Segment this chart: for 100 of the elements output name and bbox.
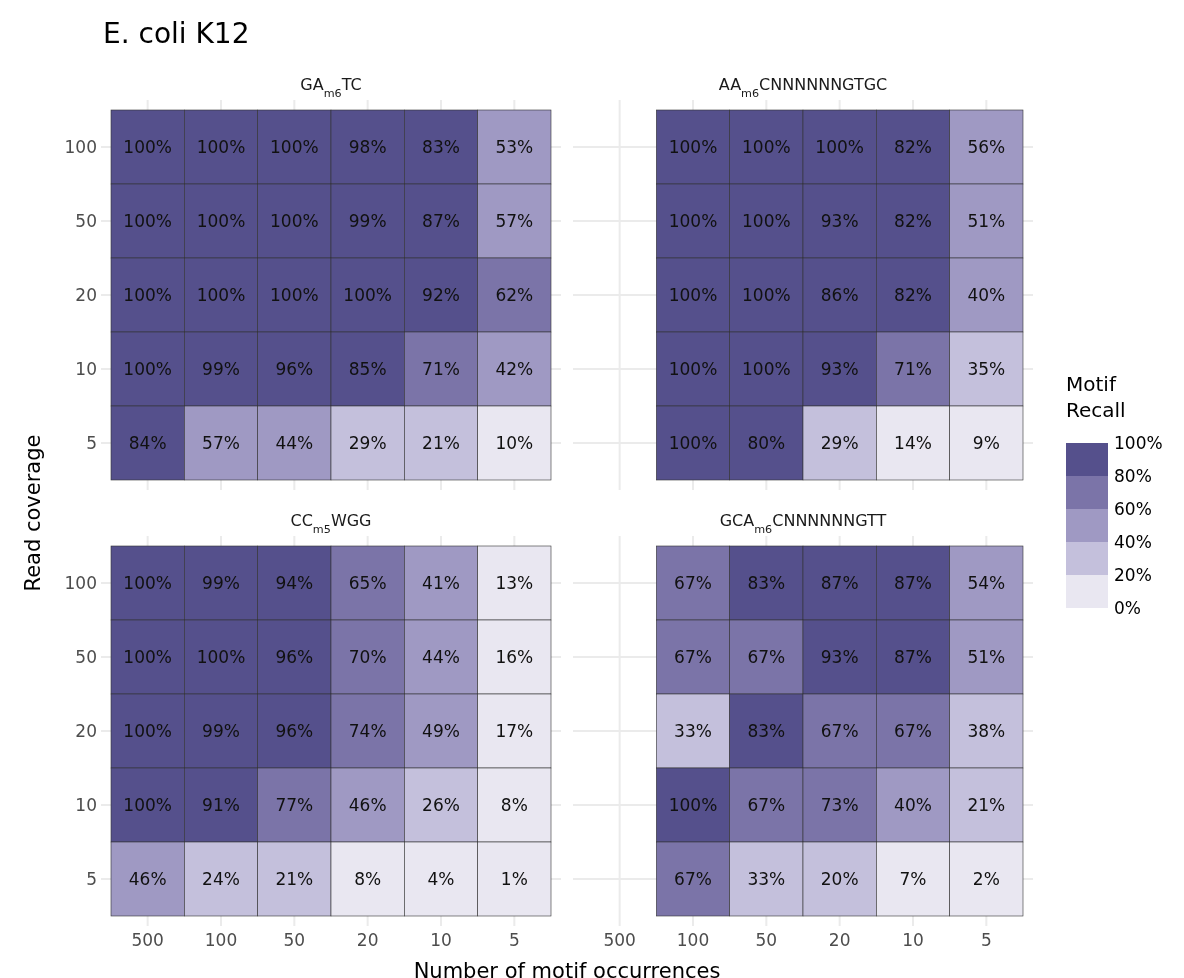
y-tick-label: 5 (86, 432, 97, 453)
data-label: 38% (967, 720, 1006, 741)
x-tick-label: 50 (755, 930, 778, 950)
color-bar-label: 0% (1114, 597, 1141, 618)
data-label: 99% (348, 210, 387, 231)
chart-subtitle: CC$_{m5}$WGG (290, 511, 372, 536)
data-label: 73% (820, 794, 859, 815)
data-label: 100% (668, 136, 718, 157)
data-label: 40% (967, 284, 1006, 305)
chart-subtitle: GCA$_{m6}$CNNNNNNGTT (719, 511, 887, 536)
y-tick-label: 5 (86, 868, 97, 889)
data-label: 87% (894, 646, 932, 667)
data-label: 100% (123, 794, 172, 815)
color-bar-label: 20% (1114, 564, 1152, 585)
data-label: 87% (820, 572, 859, 593)
color-bar-label: 60% (1114, 498, 1152, 519)
data-label: 99% (202, 358, 240, 379)
data-label: 100% (270, 210, 319, 231)
data-label: 98% (348, 136, 387, 157)
data-label: 100% (123, 572, 172, 593)
data-label: 13% (495, 572, 534, 593)
data-label: 100% (343, 284, 392, 305)
data-label: 2% (972, 868, 1000, 889)
data-label: 1% (500, 868, 528, 889)
data-label: 100% (123, 136, 172, 157)
data-label: 74% (348, 720, 387, 741)
data-label: 83% (747, 572, 786, 593)
data-label: 86% (820, 284, 859, 305)
x-tick-label: 5 (980, 930, 992, 950)
data-label: 84% (128, 432, 167, 453)
data-label: 7% (899, 868, 927, 889)
y-tick-label: 100 (64, 136, 97, 157)
data-label: 26% (422, 794, 460, 815)
data-label: 100% (196, 136, 246, 157)
data-label: 14% (894, 432, 932, 453)
data-label: 46% (348, 794, 387, 815)
data-label: 29% (820, 432, 859, 453)
x-tick-label: 500 (131, 930, 164, 950)
data-label: 87% (894, 572, 932, 593)
data-label: 42% (495, 358, 534, 379)
color-bar-label: 40% (1114, 531, 1152, 552)
data-label: 96% (275, 646, 314, 667)
data-label: 33% (747, 868, 786, 889)
data-label: 51% (967, 646, 1006, 667)
data-label: 100% (123, 646, 172, 667)
chart-subtitle: AA$_{m6}$CNNNNNNGTGC (718, 75, 888, 100)
data-label: 41% (422, 572, 460, 593)
data-label: 100% (270, 136, 319, 157)
data-label: 57% (202, 432, 240, 453)
x-tick-label: 20 (356, 930, 379, 950)
data-label: 65% (348, 572, 387, 593)
data-label: 82% (894, 284, 932, 305)
data-label: 94% (275, 572, 314, 593)
data-label: 67% (747, 794, 786, 815)
data-label: 100% (123, 210, 172, 231)
chart-title: E. coli K12 (103, 17, 250, 50)
color-bar-title: Motif Recall (1066, 372, 1126, 422)
data-label: 85% (348, 358, 387, 379)
x-tick-label: 500 (603, 930, 636, 950)
x-tick-label: 10 (902, 930, 924, 950)
data-label: 8% (354, 868, 382, 889)
data-label: 21% (422, 432, 460, 453)
data-label: 100% (668, 794, 718, 815)
data-label: 91% (202, 794, 240, 815)
data-label: 100% (270, 284, 319, 305)
data-label: 24% (202, 868, 240, 889)
data-label: 56% (967, 136, 1006, 157)
data-label: 96% (275, 358, 314, 379)
data-label: 4% (427, 868, 455, 889)
data-label: 100% (668, 284, 718, 305)
data-label: 100% (742, 136, 791, 157)
x-tick-label: 100 (204, 930, 238, 950)
data-label: 71% (894, 358, 932, 379)
data-label: 16% (495, 646, 534, 667)
data-label: 80% (747, 432, 786, 453)
data-label: 92% (422, 284, 460, 305)
data-label: 67% (820, 720, 859, 741)
x-tick-label: 5 (508, 930, 520, 950)
y-tick-label: 100 (64, 572, 97, 593)
data-label: 100% (668, 210, 718, 231)
data-label: 29% (348, 432, 387, 453)
data-label: 44% (422, 646, 460, 667)
data-label: 100% (815, 136, 864, 157)
data-label: 67% (747, 646, 786, 667)
data-label: 83% (422, 136, 460, 157)
data-label: 100% (196, 284, 246, 305)
data-label: 57% (495, 210, 534, 231)
y-tick-label: 10 (75, 358, 97, 379)
data-label: 35% (967, 358, 1006, 379)
data-label: 67% (674, 572, 712, 593)
data-label: 99% (202, 720, 240, 741)
data-label: 44% (275, 432, 314, 453)
data-label: 17% (495, 720, 534, 741)
data-label: 87% (422, 210, 460, 231)
data-label: 99% (202, 572, 240, 593)
data-label: 62% (495, 284, 534, 305)
data-label: 100% (668, 358, 718, 379)
data-label: 100% (742, 284, 791, 305)
data-label: 9% (972, 432, 1000, 453)
data-label: 8% (500, 794, 528, 815)
